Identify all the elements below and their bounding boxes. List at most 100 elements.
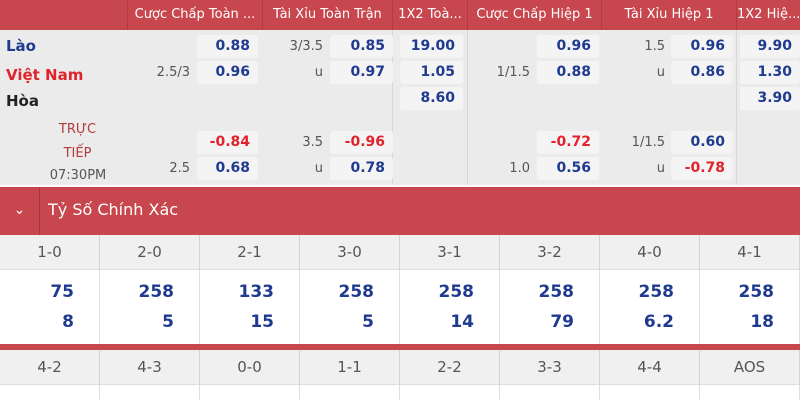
score-odds-cell[interactable]: [0, 385, 100, 400]
column-header[interactable]: Tài Xỉu Toàn Trận: [262, 0, 392, 30]
score-header: 3-1: [400, 235, 500, 270]
odds-button[interactable]: 19.00: [400, 35, 463, 58]
live-label-2: TIẾP: [63, 146, 92, 161]
odds-button[interactable]: 1.30: [740, 61, 800, 84]
odds-button[interactable]: 8.60: [400, 87, 463, 110]
column-header[interactable]: Cược Chấp Hiệp 1: [467, 0, 601, 30]
odds-line: u: [656, 65, 665, 80]
odds-button[interactable]: 0.96: [537, 35, 599, 58]
odds-button[interactable]: -0.72: [537, 131, 599, 154]
score-odds-cell[interactable]: 258 79: [500, 270, 600, 345]
score-odds-cell[interactable]: 258 18: [700, 270, 800, 345]
score-odds-cell[interactable]: [400, 385, 500, 400]
home-team: Lào: [6, 37, 36, 55]
odds-line: u: [656, 161, 665, 176]
odds-button[interactable]: 3.90: [740, 87, 800, 110]
correct-score-section-header[interactable]: ⌄ Tỷ Số Chính Xác: [0, 187, 800, 235]
column-divider: [392, 30, 393, 185]
score-odds-cell[interactable]: 258 5: [100, 270, 200, 345]
draw-label: Hòa: [6, 92, 39, 110]
score-odds-cell[interactable]: [100, 385, 200, 400]
live-label-1: TRỰC: [58, 122, 97, 137]
odds-line: 3/3.5: [289, 39, 323, 54]
score-odds-value[interactable]: 6.2: [643, 312, 674, 332]
odds-line: 2.5: [169, 161, 190, 176]
odds-line: 3.5: [302, 135, 323, 150]
odds-button[interactable]: 0.85: [330, 35, 393, 58]
score-header: 1-0: [0, 235, 100, 270]
score-header: 3-2: [500, 235, 600, 270]
away-team: Việt Nam: [6, 66, 84, 84]
score-odds-cell[interactable]: 133 15: [200, 270, 300, 345]
score-odds-value[interactable]: 258: [738, 282, 775, 302]
odds-button[interactable]: 0.96: [197, 61, 258, 84]
score-odds-value[interactable]: 258: [438, 282, 475, 302]
score-odds-value[interactable]: 5: [362, 312, 374, 332]
score-odds-value[interactable]: 5: [162, 312, 174, 332]
section-title: Tỷ Số Chính Xác: [48, 200, 179, 219]
odds-line: 1/1.5: [496, 65, 530, 80]
score-odds-value[interactable]: 14: [450, 312, 474, 332]
odds-button[interactable]: 0.68: [197, 157, 258, 180]
odds-button[interactable]: -0.84: [197, 131, 258, 154]
odds-button[interactable]: 0.86: [671, 61, 733, 84]
score-odds-cell[interactable]: 258 6.2: [600, 270, 700, 345]
score-header: 4-0: [600, 235, 700, 270]
score-odds-cell[interactable]: [500, 385, 600, 400]
column-header[interactable]: Tài Xỉu Hiệp 1: [601, 0, 736, 30]
column-header[interactable]: 1X2 Toà...: [392, 0, 467, 30]
score-odds-value[interactable]: 18: [750, 312, 774, 332]
column-header[interactable]: 1X2 Hiệ...: [736, 0, 800, 30]
score-odds-value[interactable]: 15: [250, 312, 274, 332]
score-header: 2-1: [200, 235, 300, 270]
score-header: 3-3: [500, 350, 600, 385]
score-odds-value[interactable]: 8: [62, 312, 74, 332]
score-odds-value[interactable]: 75: [50, 282, 74, 302]
score-odds-value[interactable]: 258: [638, 282, 675, 302]
divider: [0, 344, 800, 350]
score-odds-value[interactable]: 258: [138, 282, 175, 302]
column-header[interactable]: Cược Chấp Toàn ...: [127, 0, 262, 30]
odds-button[interactable]: 0.56: [537, 157, 599, 180]
score-odds-cell[interactable]: [700, 385, 800, 400]
odds-button[interactable]: -0.96: [330, 131, 393, 154]
score-header: 3-0: [300, 235, 400, 270]
odds-button[interactable]: 0.97: [330, 61, 393, 84]
odds-button[interactable]: -0.78: [671, 157, 733, 180]
score-odds-cell[interactable]: [200, 385, 300, 400]
odds-button[interactable]: 0.88: [197, 35, 258, 58]
score-header: 2-0: [100, 235, 200, 270]
odds-button[interactable]: 0.78: [330, 157, 393, 180]
chevron-down-icon[interactable]: ⌄: [0, 187, 40, 235]
odds-button[interactable]: 0.96: [671, 35, 733, 58]
odds-header: Cược Chấp Toàn ... Tài Xỉu Toàn Trận 1X2 T…: [0, 0, 800, 30]
odds-button[interactable]: 9.90: [740, 35, 800, 58]
odds-line: 1/1.5: [631, 135, 665, 150]
score-odds-cell[interactable]: 75 8: [0, 270, 100, 345]
odds-line: 2.5/3: [156, 65, 190, 80]
score-odds-cell[interactable]: [600, 385, 700, 400]
score-header: 0-0: [200, 350, 300, 385]
odds-button[interactable]: 0.88: [537, 61, 599, 84]
odds-button[interactable]: 1.05: [400, 61, 463, 84]
odds-line: u: [314, 161, 323, 176]
odds-line: u: [314, 65, 323, 80]
score-header: AOS: [700, 350, 800, 385]
score-odds-value[interactable]: 133: [238, 282, 275, 302]
column-divider: [736, 30, 737, 185]
score-odds-cell[interactable]: [300, 385, 400, 400]
score-header: 4-1: [700, 235, 800, 270]
score-odds-cell[interactable]: 258 5: [300, 270, 400, 345]
score-odds-value[interactable]: 258: [338, 282, 375, 302]
score-odds-cell[interactable]: 258 14: [400, 270, 500, 345]
score-header: 1-1: [300, 350, 400, 385]
score-odds-value[interactable]: 79: [550, 312, 574, 332]
score-header: 4-2: [0, 350, 100, 385]
score-header: 4-3: [100, 350, 200, 385]
column-divider: [467, 30, 468, 185]
score-header: 2-2: [400, 350, 500, 385]
score-odds-value[interactable]: 258: [538, 282, 575, 302]
match-time: 07:30PM: [49, 168, 107, 183]
score-header: 4-4: [600, 350, 700, 385]
odds-button[interactable]: 0.60: [671, 131, 733, 154]
